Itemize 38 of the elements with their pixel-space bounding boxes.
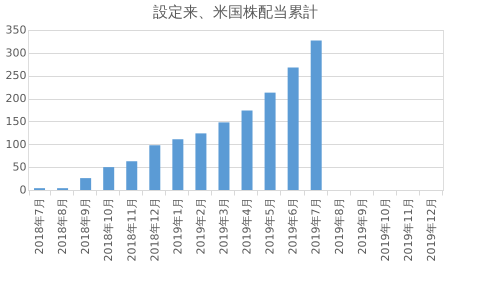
y-tick-label: 350 <box>6 24 26 36</box>
x-tick-label: 2018年11月 <box>125 198 138 262</box>
y-tick-label: 300 <box>6 46 26 60</box>
y-tick-label: 250 <box>6 69 26 82</box>
x-tick-label: 2018年10月 <box>102 198 116 262</box>
bar <box>218 122 230 190</box>
bar <box>172 139 184 190</box>
y-tick-label: 0 <box>20 184 26 196</box>
bar <box>126 161 138 190</box>
bar <box>264 92 276 190</box>
y-tick-label: 50 <box>12 160 26 174</box>
bar <box>242 110 253 190</box>
y-tick-label: 200 <box>6 92 26 106</box>
bar <box>80 178 92 190</box>
x-tick-label: 2019年4月 <box>240 198 254 254</box>
x-tick-label: 2018年12月 <box>148 198 162 262</box>
x-tick-label: 2019年11月 <box>402 198 415 262</box>
x-tick-label: 2019年6月 <box>286 198 300 254</box>
x-tick-label: 2019年1月 <box>171 198 184 254</box>
x-tick-label: 2019年2月 <box>194 198 208 254</box>
y-tick-label: 150 <box>6 114 26 128</box>
bar <box>288 67 299 190</box>
x-tick-label: 2018年7月 <box>33 198 46 254</box>
x-tick-label: 2018年8月 <box>56 198 70 254</box>
x-tick-label: 2019年8月 <box>332 198 346 254</box>
x-tick-label: 2019年10月 <box>378 198 392 262</box>
x-tick-label: 2018年9月 <box>79 198 92 254</box>
x-tick-label: 2019年3月 <box>217 198 230 254</box>
x-tick-label: 2019年12月 <box>424 198 438 262</box>
x-tick-label: 2019年7月 <box>310 198 323 254</box>
bar <box>103 167 114 190</box>
x-tick-label: 2019年9月 <box>356 198 369 254</box>
y-tick-label: 100 <box>6 138 26 151</box>
bar <box>149 145 160 190</box>
bar <box>195 133 206 190</box>
x-tick-label: 2019年5月 <box>264 198 277 254</box>
chart-title: 設定来、米国株配当累計 <box>153 3 318 21</box>
bar <box>310 40 322 190</box>
